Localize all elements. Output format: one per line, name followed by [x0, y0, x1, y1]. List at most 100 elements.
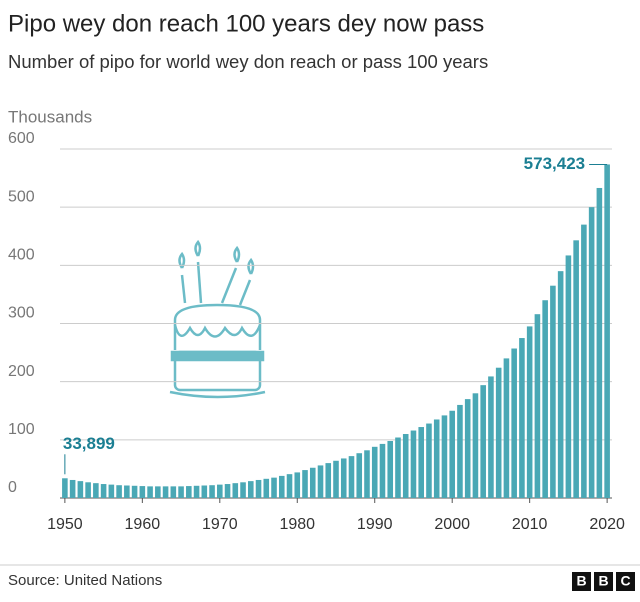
- bar: [178, 486, 184, 498]
- bar: [155, 486, 161, 498]
- bar: [395, 437, 401, 498]
- x-tick-label: 2010: [512, 516, 548, 533]
- chart-title: Pipo wey don reach 100 years dey now pas…: [8, 10, 484, 37]
- bar: [325, 463, 332, 498]
- bar: [472, 393, 479, 498]
- bar: [441, 415, 448, 498]
- bar: [565, 255, 572, 498]
- bar: [85, 482, 91, 498]
- bar: [294, 472, 301, 498]
- y-tick-label: 100: [8, 421, 35, 438]
- bar: [348, 456, 355, 498]
- bar: [248, 481, 254, 498]
- logo-letter: B: [576, 573, 586, 589]
- bar: [108, 484, 115, 498]
- x-tick-label: 1950: [47, 516, 83, 533]
- value-label: 33,899: [63, 434, 115, 453]
- bar: [271, 477, 277, 498]
- x-tick-label: 1990: [357, 516, 393, 533]
- bar: [263, 478, 270, 498]
- chart-subtitle: Number of pipo for world wey don reach o…: [8, 51, 488, 72]
- bar: [519, 338, 525, 498]
- x-tick-label: 2000: [434, 516, 470, 533]
- bar: [534, 314, 541, 498]
- bar: [410, 430, 417, 498]
- bar: [124, 485, 130, 498]
- value-label: 573,423: [524, 154, 585, 173]
- logo-letter: C: [620, 573, 630, 589]
- bar: [201, 485, 208, 498]
- bar: [147, 486, 153, 498]
- y-axis-label: Thousands: [8, 107, 92, 126]
- bar: [495, 367, 502, 498]
- bar: [131, 485, 138, 498]
- y-tick-label: 0: [8, 479, 17, 496]
- y-tick-label: 200: [8, 363, 35, 380]
- bar: [224, 484, 231, 498]
- bar: [139, 486, 146, 498]
- y-tick-label: 300: [8, 305, 35, 322]
- bar: [93, 483, 99, 498]
- y-tick-label: 600: [8, 130, 35, 147]
- bar: [550, 285, 556, 498]
- bar: [193, 485, 200, 498]
- source: Source: United Nations: [8, 572, 162, 589]
- bar: [309, 467, 316, 498]
- cake-icon: [169, 239, 266, 399]
- bar: [488, 376, 494, 498]
- bar: [170, 486, 177, 498]
- bar: [340, 458, 347, 498]
- bar: [480, 385, 486, 498]
- bar: [217, 484, 223, 498]
- bar: [116, 485, 122, 498]
- bar: [573, 240, 579, 499]
- bar: [433, 419, 440, 498]
- bar: [449, 410, 455, 498]
- bar: [464, 399, 471, 498]
- bar: [364, 450, 370, 498]
- bar: [69, 479, 76, 498]
- bar: [542, 300, 548, 498]
- bar: [302, 470, 308, 498]
- logo-box: [572, 572, 591, 591]
- bar: [278, 475, 285, 498]
- bar: [379, 443, 386, 498]
- bar: [62, 478, 68, 498]
- bar: [457, 404, 463, 498]
- bar: [255, 479, 262, 498]
- bar: [371, 446, 378, 498]
- bar: [402, 434, 409, 498]
- x-tick-label: 1970: [202, 516, 238, 533]
- bar: [186, 486, 192, 498]
- bar: [356, 453, 363, 498]
- bar: [232, 483, 239, 498]
- bar: [511, 348, 517, 498]
- bar: [209, 485, 215, 498]
- y-tick-label: 400: [8, 247, 35, 264]
- bar: [604, 164, 610, 498]
- bar: [162, 486, 169, 498]
- x-tick-label: 2020: [589, 516, 625, 533]
- bar: [387, 440, 394, 498]
- y-tick-label: 500: [8, 188, 35, 205]
- logo-box: [616, 572, 635, 591]
- bar: [596, 187, 603, 498]
- bar: [426, 423, 432, 498]
- bar: [286, 474, 293, 498]
- logo-letter: B: [598, 573, 608, 589]
- bar: [418, 427, 424, 498]
- bar: [317, 465, 324, 498]
- bar: [581, 224, 587, 498]
- bar: [77, 481, 84, 498]
- bar: [503, 358, 510, 498]
- bar: [100, 484, 107, 498]
- logo-box: [594, 572, 613, 591]
- bar: [240, 482, 246, 498]
- bar: [333, 460, 339, 498]
- x-tick-label: 1980: [279, 516, 315, 533]
- bar: [588, 207, 595, 498]
- bar: [526, 326, 533, 498]
- x-tick-label: 1960: [125, 516, 161, 533]
- bar: [557, 271, 564, 498]
